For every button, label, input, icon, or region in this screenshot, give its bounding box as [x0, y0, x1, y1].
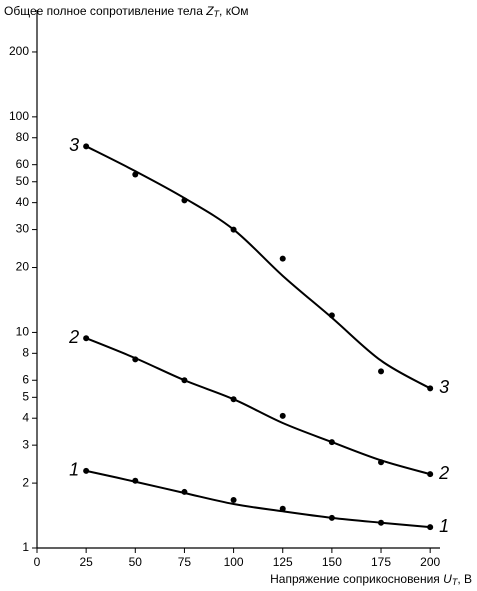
label-symbol: Z [205, 4, 214, 18]
y-axis-label: Общее полное сопротивление тела ZT, кОм [4, 4, 249, 19]
curve-label: 3 [69, 135, 79, 155]
label-unit: , В [457, 572, 472, 586]
data-point [279, 505, 286, 512]
data-point [181, 488, 188, 495]
x-tick-label: 0 [34, 555, 41, 569]
y-tick-label: 3 [22, 437, 29, 451]
data-point [427, 524, 434, 531]
data-point [181, 377, 188, 384]
curve-label: 2 [438, 463, 449, 483]
y-tick-label: 5 [22, 389, 29, 403]
data-point [83, 143, 90, 150]
y-tick-label: 20 [16, 260, 30, 274]
data-point [427, 385, 434, 392]
data-point [427, 471, 434, 478]
data-point [328, 514, 335, 521]
data-point [230, 226, 237, 233]
label-unit: , кОм [219, 4, 249, 18]
x-tick-label: 75 [178, 555, 192, 569]
y-tick-label: 1 [22, 540, 29, 554]
data-point [230, 396, 237, 403]
x-tick-label: 100 [224, 555, 244, 569]
y-tick-label: 4 [22, 410, 29, 424]
label-subscript: T [214, 9, 221, 19]
curve-label: 1 [439, 516, 449, 536]
data-point [132, 356, 139, 363]
curve-label: 3 [439, 377, 449, 397]
data-point [83, 335, 90, 342]
y-tick-label: 80 [16, 130, 30, 144]
x-tick-label: 150 [322, 555, 342, 569]
x-tick-label: 125 [273, 555, 293, 569]
y-tick-label: 100 [9, 109, 29, 123]
label-text: Общее полное сопротивление тела [4, 4, 206, 18]
data-point [132, 171, 139, 178]
curve-label: 1 [69, 460, 79, 480]
data-point [378, 368, 385, 375]
curve-label: 2 [68, 327, 79, 347]
data-point [279, 255, 286, 262]
data-point [132, 477, 139, 484]
y-tick-label: 8 [22, 345, 29, 359]
fit-curve [85, 337, 431, 476]
data-point [378, 459, 385, 466]
y-tick-label: 60 [16, 157, 30, 171]
y-tick-label: 10 [16, 325, 30, 339]
data-point [378, 519, 385, 526]
x-tick-label: 50 [129, 555, 143, 569]
y-tick-label: 2 [22, 475, 29, 489]
label-subscript: T [452, 577, 459, 587]
y-tick-label: 40 [16, 195, 30, 209]
fit-curve [85, 469, 431, 529]
y-tick-label: 50 [16, 174, 30, 188]
x-tick-label: 175 [371, 555, 391, 569]
label-symbol: U [443, 572, 452, 586]
fit-curve [85, 145, 431, 390]
y-tick-label: 200 [9, 44, 29, 58]
data-point [230, 496, 237, 503]
data-point [83, 467, 90, 474]
x-axis-label: Напряжение соприкосновения UT, В [270, 572, 472, 587]
y-tick-label: 30 [16, 222, 30, 236]
data-point [328, 439, 335, 446]
data-point [279, 412, 286, 419]
data-point [181, 197, 188, 204]
label-text: Напряжение соприкосновения [270, 572, 443, 586]
data-point [328, 312, 335, 319]
y-tick-label: 6 [22, 372, 29, 386]
x-tick-label: 25 [79, 555, 93, 569]
x-tick-label: 200 [420, 555, 440, 569]
